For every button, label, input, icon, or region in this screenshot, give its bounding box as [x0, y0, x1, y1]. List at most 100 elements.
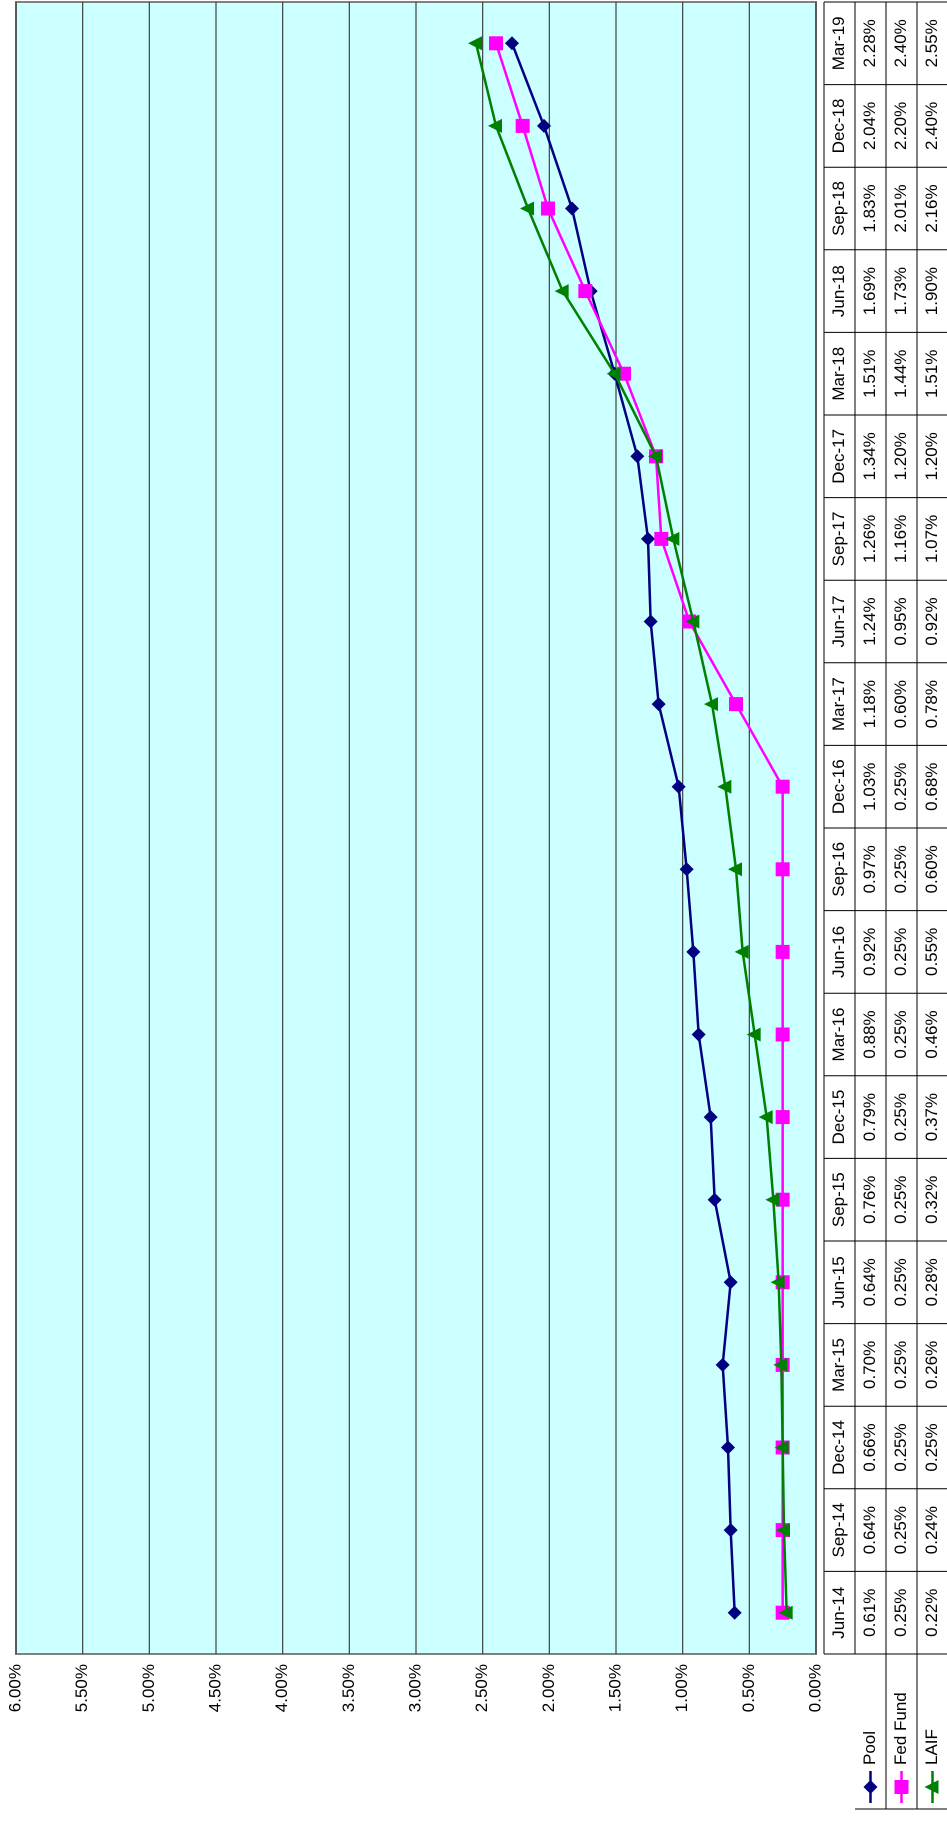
y-tick-label: 4.00%: [272, 1664, 291, 1712]
point: [515, 118, 530, 133]
point: [728, 862, 742, 877]
table-value: 1.83%: [860, 184, 879, 232]
point: [541, 201, 555, 216]
table-value: 0.79%: [860, 1093, 879, 1141]
y-tick-label: 4.50%: [205, 1664, 224, 1712]
point: [776, 1523, 790, 1538]
x-tick-label: Mar-16: [829, 1008, 848, 1062]
table-value: 1.51%: [922, 350, 941, 398]
point: [717, 779, 732, 794]
table-value: 0.32%: [922, 1176, 941, 1224]
table-value: 0.24%: [922, 1506, 941, 1554]
table-value: 1.03%: [860, 763, 879, 811]
table-value: 0.25%: [891, 845, 910, 893]
point: [606, 366, 621, 381]
point: [778, 1605, 793, 1620]
x-tick-label: Dec-15: [829, 1090, 848, 1145]
table-value: 0.25%: [891, 1341, 910, 1389]
table-value: 1.90%: [922, 267, 941, 315]
table-value: 0.25%: [891, 763, 910, 811]
point: [671, 779, 686, 794]
legend-label: Fed Fund: [891, 1692, 910, 1765]
x-tick-label: Sep-18: [829, 181, 848, 236]
point: [488, 118, 502, 133]
series-line: [474, 43, 788, 1613]
table-value: 2.40%: [891, 19, 910, 67]
table-value: 0.37%: [922, 1093, 941, 1141]
point: [770, 1275, 785, 1290]
x-tick-label: Sep-14: [829, 1503, 848, 1558]
point: [707, 1192, 722, 1207]
x-tick-label: Jun-14: [829, 1587, 848, 1639]
x-tick-label: Mar-18: [829, 347, 848, 401]
y-tick-label: 1.00%: [672, 1664, 691, 1712]
table-value: 0.55%: [922, 928, 941, 976]
table-value: 0.64%: [860, 1258, 879, 1306]
table-value: 0.46%: [922, 1010, 941, 1058]
x-tick-label: Dec-14: [829, 1420, 848, 1475]
point: [468, 36, 482, 51]
table-value: 0.60%: [922, 845, 941, 893]
y-tick-label: 5.50%: [72, 1664, 91, 1712]
table-value: 0.97%: [860, 845, 879, 893]
table-value: 1.20%: [922, 432, 941, 480]
x-tick-label: Dec-18: [829, 98, 848, 153]
table-value: 0.25%: [891, 1010, 910, 1058]
y-tick-label: 3.00%: [405, 1664, 424, 1712]
legend-marker: [894, 1780, 909, 1794]
x-tick-label: Sep-17: [829, 511, 848, 566]
point: [704, 697, 718, 712]
point: [489, 36, 503, 51]
x-tick-label: Mar-17: [829, 677, 848, 731]
table-value: 2.28%: [860, 19, 879, 67]
x-tick-label: Sep-16: [829, 842, 848, 897]
point: [774, 1440, 789, 1455]
table-value: 0.60%: [891, 680, 910, 728]
table-value: 0.92%: [860, 928, 879, 976]
y-tick-label: 0.00%: [805, 1664, 824, 1712]
point: [654, 531, 669, 546]
point: [775, 1027, 790, 1042]
y-tick-label: 5.00%: [139, 1664, 158, 1712]
y-tick-label: 2.00%: [539, 1664, 558, 1712]
x-tick-label: Mar-15: [829, 1338, 848, 1392]
table-value: 1.26%: [860, 515, 879, 563]
point: [520, 201, 534, 216]
table-value: 0.66%: [860, 1423, 879, 1471]
table-value: 2.01%: [891, 184, 910, 232]
point: [665, 531, 680, 546]
table-value: 1.69%: [860, 267, 879, 315]
table-value: 1.34%: [860, 432, 879, 480]
point: [648, 449, 662, 464]
table-value: 2.04%: [860, 102, 879, 150]
x-tick-label: Mar-19: [829, 16, 848, 70]
legend-marker: [863, 1780, 878, 1794]
point: [715, 1357, 730, 1372]
rotated-frame: 0.00% 0.50% 1.00% 1.50% 2.00% 2.50% 3.00% 3.50%…: [5, 1, 947, 1810]
table-value: 0.25%: [891, 1176, 910, 1224]
point: [691, 1027, 706, 1042]
table-value: 0.25%: [922, 1423, 941, 1471]
point: [703, 1110, 718, 1125]
point: [685, 614, 700, 629]
table-value: 0.22%: [922, 1589, 941, 1637]
point: [537, 118, 551, 133]
table-value: 1.16%: [891, 515, 910, 563]
point: [746, 1027, 761, 1042]
x-tick-label: Jun-18: [829, 265, 848, 317]
x-tick-label: Jun-17: [829, 596, 848, 648]
table-value: 0.28%: [922, 1258, 941, 1306]
point: [554, 284, 569, 299]
table-value: 1.24%: [860, 597, 879, 645]
table-value: 0.26%: [922, 1341, 941, 1389]
point: [651, 697, 666, 712]
point: [641, 531, 655, 546]
table-value: 1.20%: [891, 432, 910, 480]
point: [765, 1192, 780, 1207]
table-value: 2.40%: [922, 102, 941, 150]
point: [565, 201, 579, 216]
x-tick-label: Dec-16: [829, 759, 848, 814]
point: [775, 944, 790, 959]
table-value: 0.25%: [891, 1258, 910, 1306]
